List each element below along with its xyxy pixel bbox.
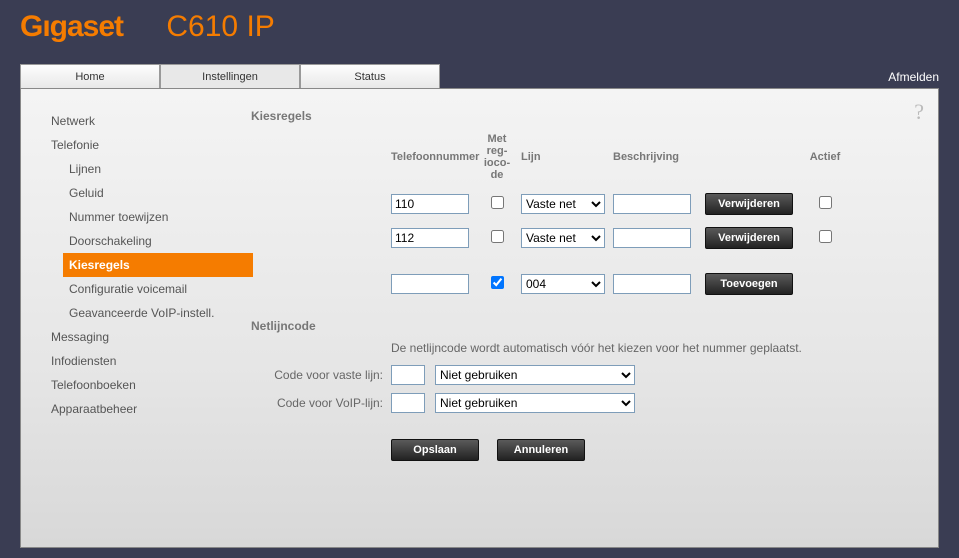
sidebar-item-advanced[interactable]: Geavanceerde VoIP-instell. — [63, 301, 241, 325]
th-regio: Met reg-ioco-de — [479, 133, 515, 181]
desc-input-new[interactable] — [613, 274, 691, 294]
regio-checkbox-0[interactable] — [491, 196, 504, 209]
sidebar-item-network[interactable]: Netwerk — [45, 109, 241, 133]
desc-input-1[interactable] — [613, 228, 691, 248]
section-title-dialplans: Kiesregels — [251, 109, 371, 123]
tab-status[interactable]: Status — [300, 64, 440, 88]
sidebar-item-messaging[interactable]: Messaging — [45, 325, 241, 349]
table-header-row: Telefoonnummer Met reg-ioco-de Lijn Besc… — [391, 133, 918, 181]
th-number: Telefoonnummer — [391, 151, 473, 163]
voip-code-input[interactable] — [391, 393, 425, 413]
sidebar-item-assign[interactable]: Nummer toewijzen — [63, 205, 241, 229]
number-input-1[interactable] — [391, 228, 469, 248]
sidebar-item-device[interactable]: Apparaatbeheer — [45, 397, 241, 421]
regio-checkbox-new[interactable] — [491, 276, 504, 289]
number-input-0[interactable] — [391, 194, 469, 214]
sidebar-item-forward[interactable]: Doorschakeling — [63, 229, 241, 253]
active-checkbox-1[interactable] — [819, 230, 832, 243]
regio-checkbox-1[interactable] — [491, 230, 504, 243]
table-row: Vaste net Verwijderen — [391, 227, 918, 249]
fixed-use-select[interactable]: Niet gebruiken — [435, 365, 635, 385]
sidebar: Netwerk Telefonie Lijnen Geluid Nummer t… — [21, 89, 251, 547]
line-select-new[interactable]: 004 — [521, 274, 605, 294]
desc-input-0[interactable] — [613, 194, 691, 214]
delete-button-0[interactable]: Verwijderen — [705, 193, 793, 215]
cancel-button[interactable]: Annuleren — [497, 439, 585, 461]
table-row: Vaste net Verwijderen — [391, 193, 918, 215]
section-title-netcode: Netlijncode — [251, 319, 371, 333]
main-tabs: Home Instellingen Status — [20, 64, 440, 88]
line-select-0[interactable]: Vaste net — [521, 194, 605, 214]
tab-settings[interactable]: Instellingen — [160, 64, 300, 88]
fixed-code-input[interactable] — [391, 365, 425, 385]
active-checkbox-0[interactable] — [819, 196, 832, 209]
sidebar-item-phonebooks[interactable]: Telefoonboeken — [45, 373, 241, 397]
line-select-1[interactable]: Vaste net — [521, 228, 605, 248]
voip-use-select[interactable]: Niet gebruiken — [435, 393, 635, 413]
sidebar-item-dialplans[interactable]: Kiesregels — [63, 253, 253, 277]
fixed-code-label: Code voor vaste lijn: — [251, 368, 391, 382]
th-active: Actief — [805, 151, 845, 163]
table-row-new: 004 Toevoegen — [391, 273, 918, 295]
sidebar-item-voicemail[interactable]: Configuratie voicemail — [63, 277, 241, 301]
voip-code-label: Code voor VoIP-lijn: — [251, 396, 391, 410]
content-area: Kiesregels Telefoonnummer Met reg-ioco-d… — [251, 89, 938, 547]
th-desc: Beschrijving — [613, 151, 699, 163]
add-button[interactable]: Toevoegen — [705, 273, 793, 295]
sidebar-item-telephony[interactable]: Telefonie — [45, 133, 241, 157]
brand-logo: Gıgaset — [20, 10, 123, 43]
model-label: C610 IP — [166, 10, 274, 44]
th-line: Lijn — [521, 151, 607, 163]
save-button[interactable]: Opslaan — [391, 439, 479, 461]
main-panel: ? Netwerk Telefonie Lijnen Geluid Nummer… — [20, 88, 939, 548]
sidebar-item-info[interactable]: Infodiensten — [45, 349, 241, 373]
sidebar-item-lines[interactable]: Lijnen — [63, 157, 241, 181]
delete-button-1[interactable]: Verwijderen — [705, 227, 793, 249]
tab-home[interactable]: Home — [20, 64, 160, 88]
number-input-new[interactable] — [391, 274, 469, 294]
netcode-info: De netlijncode wordt automatisch vóór he… — [391, 341, 918, 355]
logout-link[interactable]: Afmelden — [888, 70, 939, 88]
sidebar-item-sound[interactable]: Geluid — [63, 181, 241, 205]
